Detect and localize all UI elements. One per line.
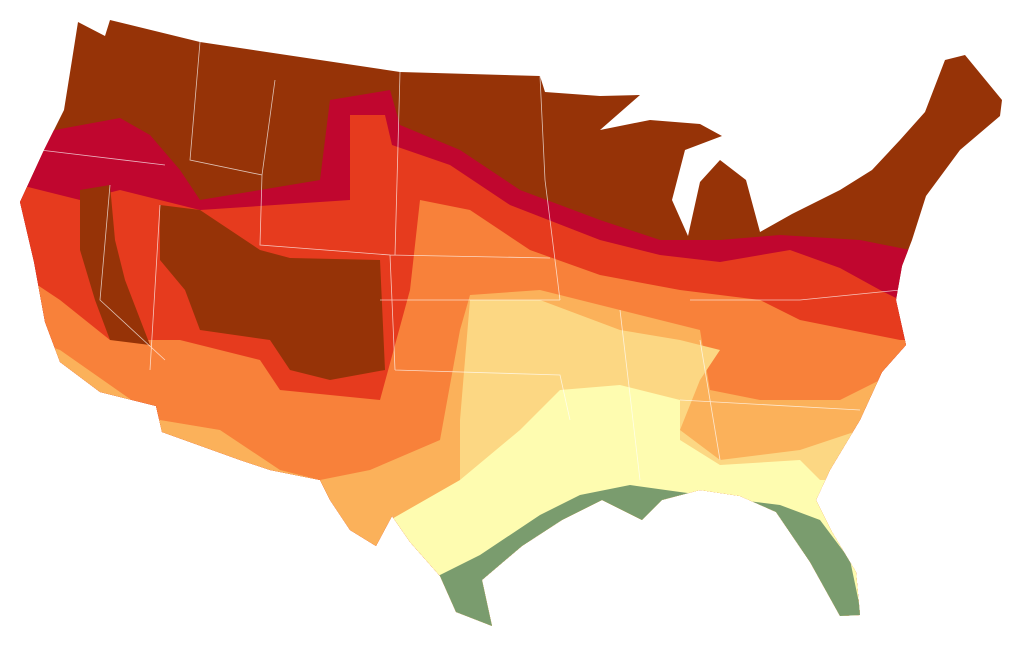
band-peak-interior: [160, 205, 385, 380]
band-peak-basin: [80, 185, 150, 345]
state-borders: [39, 41, 901, 481]
